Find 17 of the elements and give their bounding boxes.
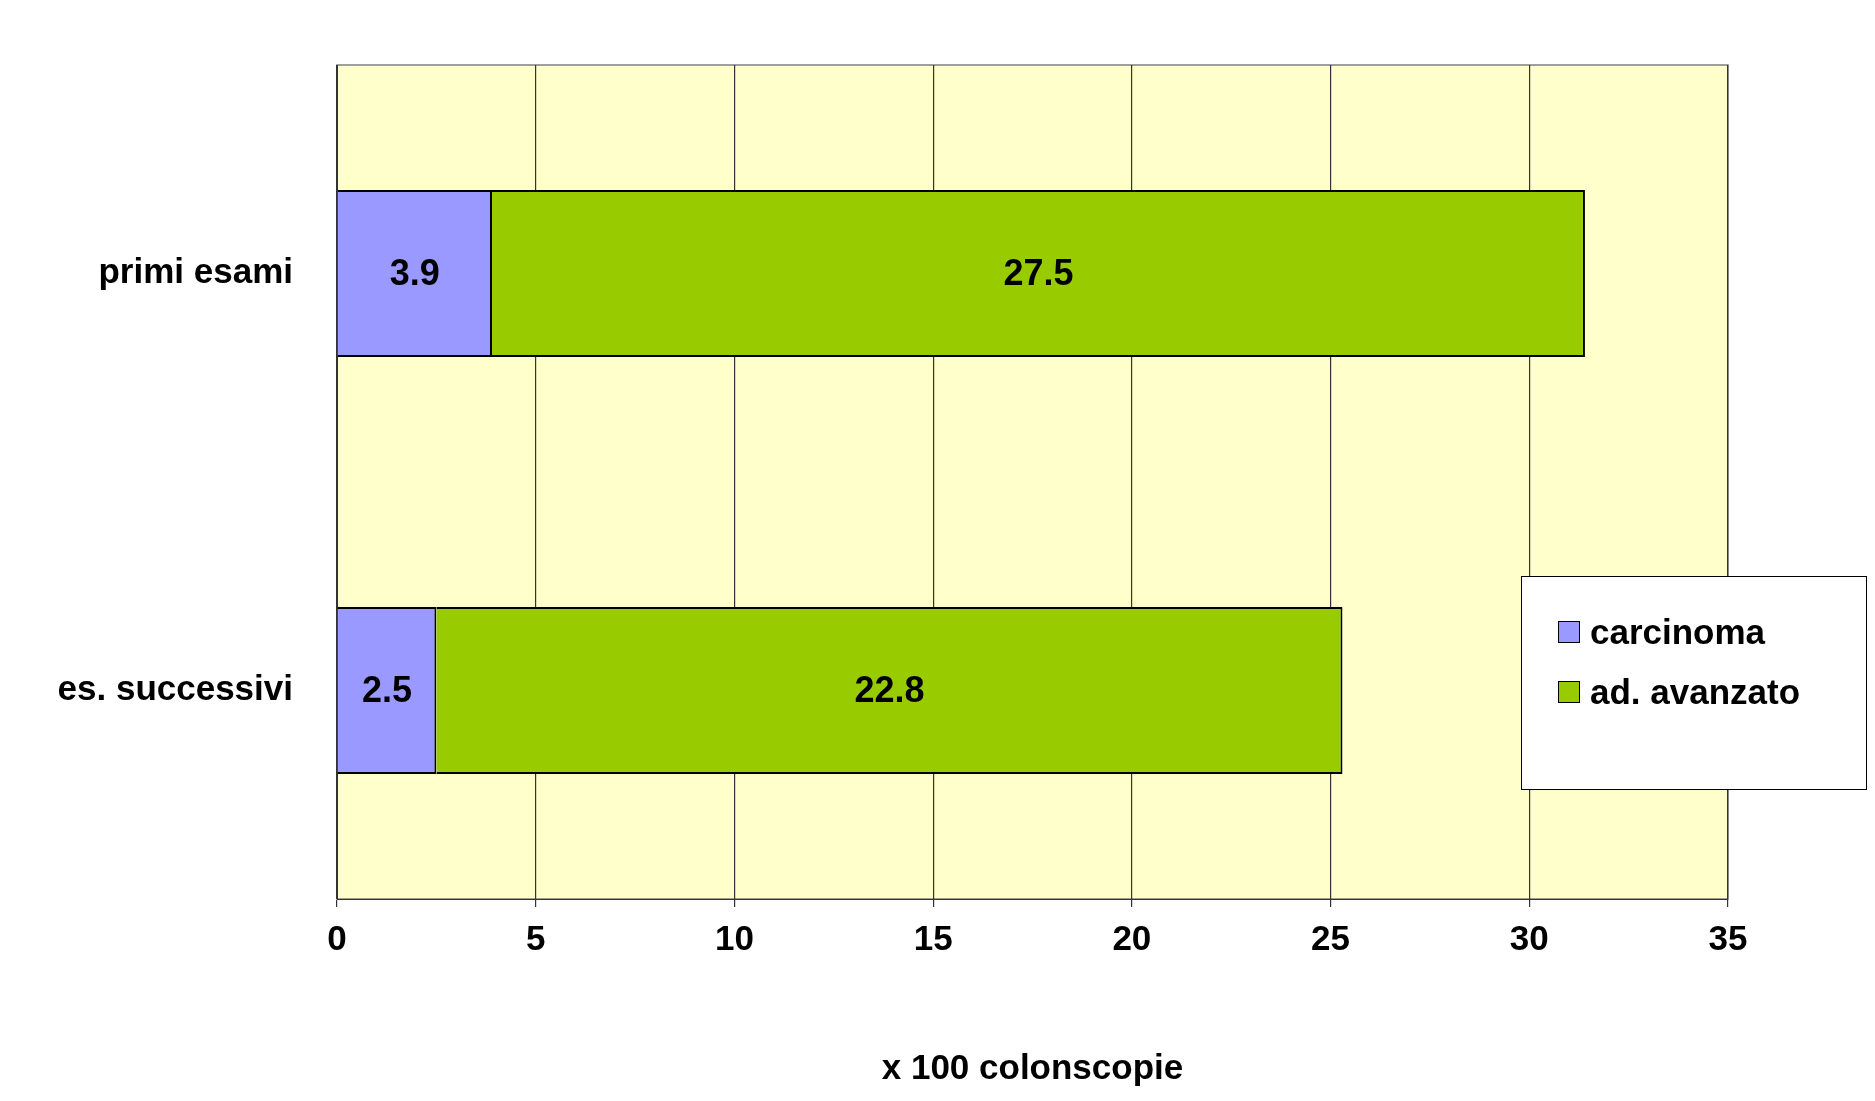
data-label: 3.9 [389,252,440,294]
x-tick-label: 10 [714,917,754,957]
legend-label: ad. avanzato [1590,672,1801,712]
x-tick-label: 20 [1112,917,1152,957]
y-tick-label: es. successivi [57,668,293,708]
x-tick-label: 5 [525,917,546,957]
x-tick-label: 35 [1708,917,1748,957]
x-tick-label: 15 [913,917,953,957]
data-label: 27.5 [1003,252,1074,294]
x-tick-label: 30 [1509,917,1549,957]
data-label: 2.5 [361,669,412,711]
x-axis-title: x 100 colonscopie [881,1046,1184,1086]
x-tick-label: 0 [327,917,347,957]
data-label: 22.8 [854,669,925,711]
y-tick-label: primi esami [98,251,293,291]
x-tick-label: 25 [1311,917,1351,957]
legend-label: carcinoma [1590,612,1766,652]
